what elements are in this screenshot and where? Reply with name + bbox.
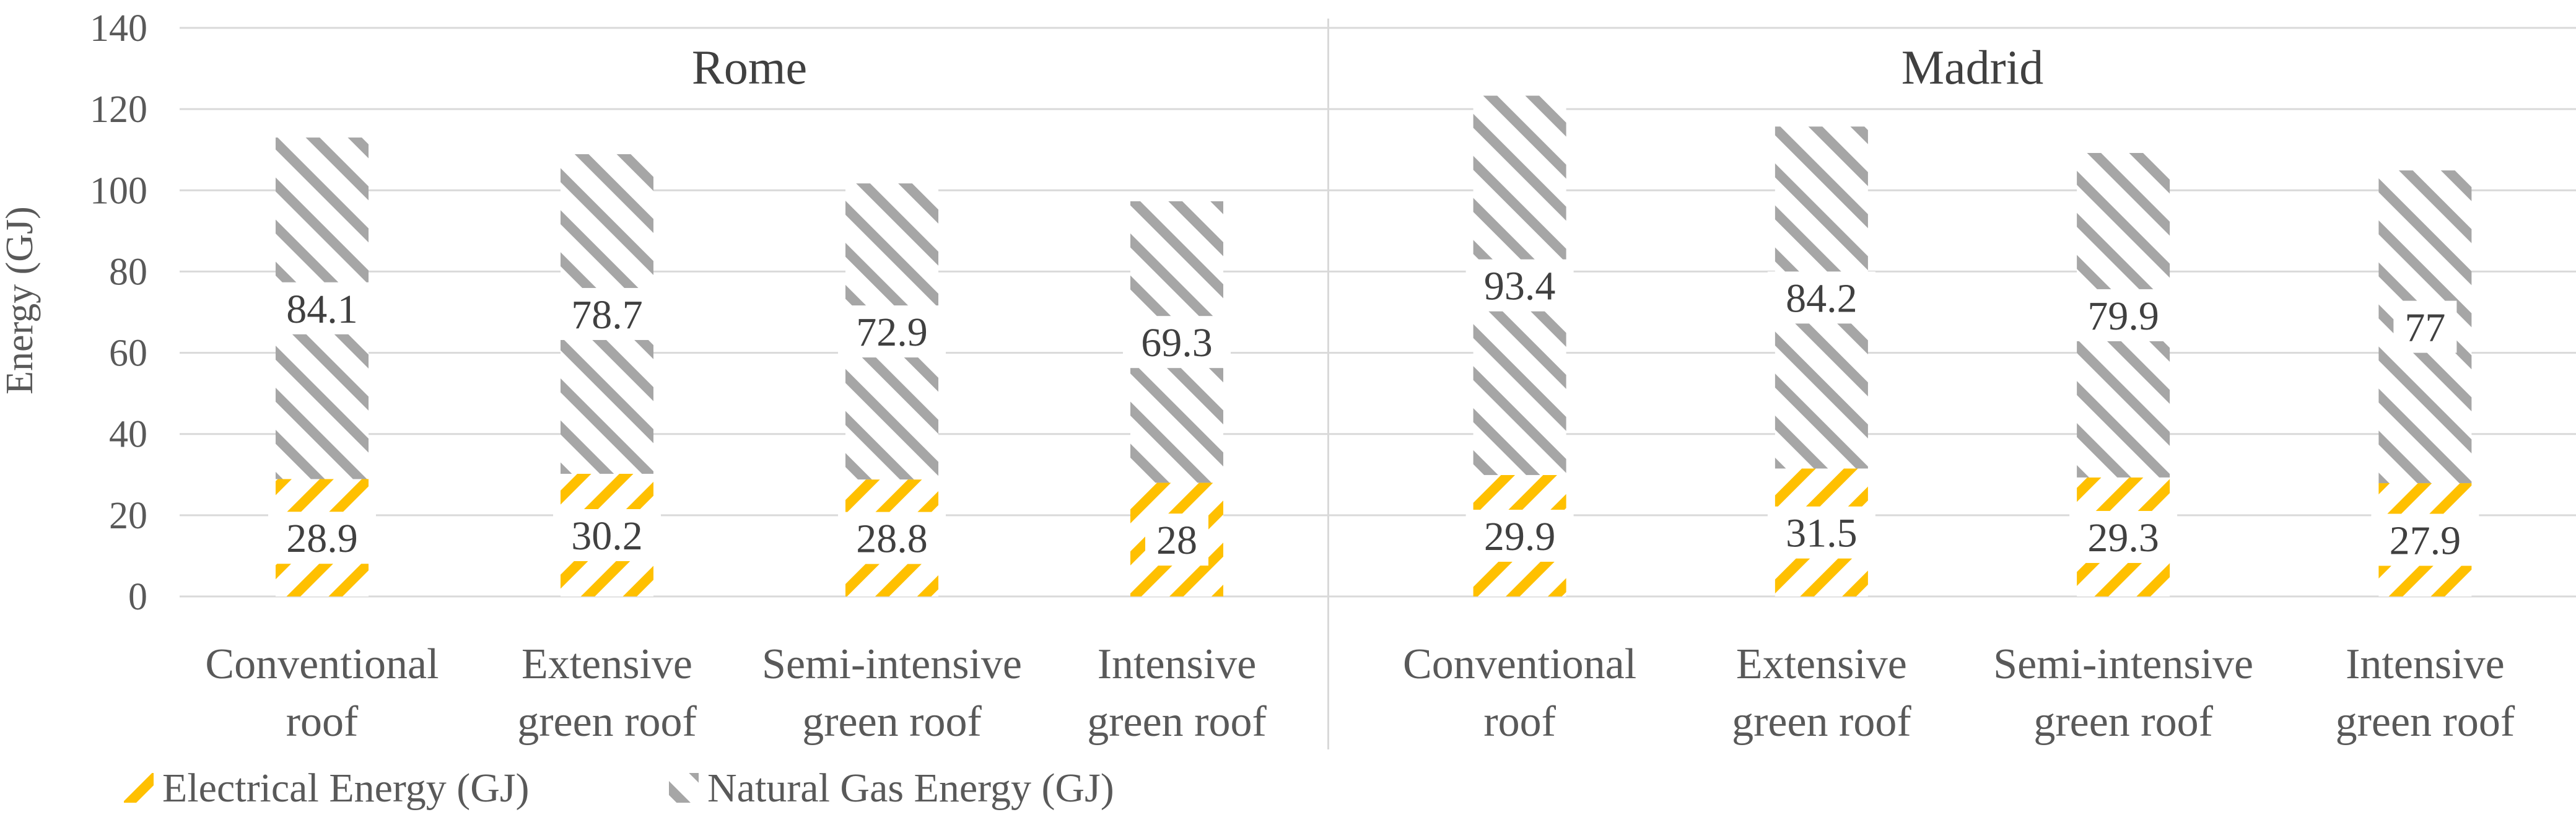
data-label-electrical: 31.5 <box>1786 511 1858 556</box>
y-tick-label: 120 <box>90 89 147 131</box>
data-label-natural-gas: 84.2 <box>1786 276 1858 321</box>
legend-label-electrical: Electrical Energy (GJ) <box>162 766 530 811</box>
y-tick-label: 20 <box>109 495 147 537</box>
data-label-natural-gas: 69.3 <box>1141 320 1213 365</box>
data-label-electrical: 28 <box>1156 518 1197 563</box>
data-label-natural-gas: 84.1 <box>286 287 358 332</box>
data-label-natural-gas: 72.9 <box>856 310 928 355</box>
category-label: roof <box>1483 698 1556 746</box>
category-label: Conventional <box>205 640 439 688</box>
y-tick-label: 0 <box>128 576 147 618</box>
axes: 0 20 40 60 80 100 120 140 Conventional roof Extens… <box>90 7 2515 749</box>
y-tick-label: 60 <box>109 333 147 375</box>
category-label: green roof <box>802 698 982 746</box>
legend-swatch-electrical <box>124 773 154 803</box>
data-label-electrical: 27.9 <box>2390 518 2461 564</box>
category-label: Intensive <box>1098 640 1257 688</box>
legend: Electrical Energy (GJ) Natural Gas Energy… <box>124 766 1114 811</box>
data-label-natural-gas-bg <box>268 282 376 334</box>
data-label-electrical: 28.8 <box>856 517 928 562</box>
y-tick-label: 40 <box>109 414 147 456</box>
data-label-natural-gas: 79.9 <box>2087 294 2159 339</box>
data-label-natural-gas-bg <box>2393 300 2457 353</box>
gridlines <box>180 27 2576 598</box>
category-label: Extensive <box>1736 640 1907 688</box>
category-label: Semi-intensive <box>1993 640 2253 688</box>
category-label: Intensive <box>2346 640 2505 688</box>
data-label-natural-gas-bg <box>1465 259 1574 312</box>
category-label: Extensive <box>522 640 692 688</box>
category-label: Conventional <box>1403 640 1636 688</box>
data-label-natural-gas-bg <box>1767 271 1875 324</box>
category-label: Semi-intensive <box>762 640 1022 688</box>
data-label-electrical-bg <box>1767 506 1875 559</box>
data-label-natural-gas-bg <box>1123 316 1231 369</box>
y-tick-label: 140 <box>90 7 147 50</box>
data-label-natural-gas: 93.4 <box>1484 264 1556 309</box>
data-label-electrical: 30.2 <box>571 513 643 559</box>
data-label-electrical: 28.9 <box>286 516 358 561</box>
category-label: green roof <box>1087 698 1267 746</box>
data-label-electrical-bg <box>268 512 376 564</box>
category-label: green roof <box>2033 698 2213 746</box>
data-label-electrical-bg <box>553 509 661 561</box>
panel-title: Rome <box>692 40 807 94</box>
data-label-electrical-bg <box>2069 510 2178 563</box>
legend-swatch-natural-gas <box>669 773 699 803</box>
data-label-natural-gas: 77 <box>2404 305 2445 351</box>
data-label-electrical: 29.9 <box>1484 514 1556 559</box>
data-label-electrical-bg <box>2371 513 2479 566</box>
panel-title: Madrid <box>1901 40 2044 94</box>
data-label-electrical-bg <box>838 512 946 564</box>
category-label: green roof <box>517 698 697 746</box>
data-label-electrical-bg <box>1465 509 1574 562</box>
legend-label-natural-gas: Natural Gas Energy (GJ) <box>707 766 1114 811</box>
data-label-natural-gas-bg <box>553 287 661 340</box>
data-label-natural-gas: 78.7 <box>571 292 643 338</box>
category-label: green roof <box>2336 698 2515 746</box>
y-tick-label: 80 <box>109 251 147 293</box>
data-label-natural-gas-bg <box>2069 289 2178 341</box>
category-label: green roof <box>1732 698 1911 746</box>
y-axis-title: Energy (GJ) <box>0 206 41 395</box>
y-tick-label: 100 <box>90 170 147 212</box>
data-label-electrical-bg <box>1145 513 1208 566</box>
data-labels: Rome 28.9 84.1 30.2 78.7 28.8 72.9 28 69.3 Madrid… <box>268 40 2479 566</box>
data-label-electrical: 29.3 <box>2087 515 2159 561</box>
category-label: roof <box>286 698 359 746</box>
data-label-natural-gas-bg <box>838 305 946 358</box>
